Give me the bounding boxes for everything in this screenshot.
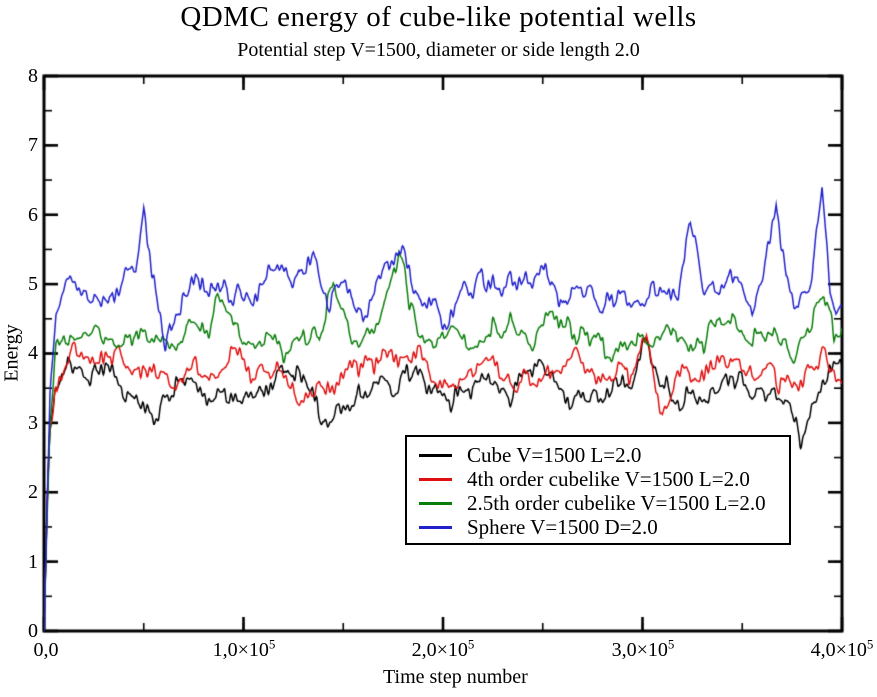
legend-item-4th-order-cubelike: 4th order cubelike V=1500 L=2.0 xyxy=(407,467,789,491)
y-tick-label-3: 3 xyxy=(28,412,38,434)
legend-label-sphere: Sphere V=1500 D=2.0 xyxy=(467,515,658,539)
y-tick-label-6: 6 xyxy=(28,204,38,226)
y-tick-label-1: 1 xyxy=(28,551,38,573)
legend-label-4th-order-cubelike: 4th order cubelike V=1500 L=2.0 xyxy=(467,467,750,491)
y-tick-label-5: 5 xyxy=(28,273,38,295)
x-tick-base: 4,0×10 xyxy=(810,639,867,661)
x-tick-exponent: 5 xyxy=(866,636,874,652)
x-axis-label: Time step number xyxy=(383,666,528,688)
legend-item-cube: Cube V=1500 L=2.0 xyxy=(407,443,789,467)
x-tick-label-4: 4,0×105 xyxy=(777,636,877,661)
legend: Cube V=1500 L=2.0 4th order cubelike V=1… xyxy=(405,435,791,545)
chart-subtitle: Potential step V=1500, diameter or side … xyxy=(237,39,640,61)
legend-line-sample-sphere xyxy=(419,525,452,529)
legend-item-2-5th-order-cubelike: 2.5th order cubelike V=1500 L=2.0 xyxy=(407,491,789,515)
legend-item-sphere: Sphere V=1500 D=2.0 xyxy=(407,515,789,539)
x-tick-base: 2,0×10 xyxy=(411,639,468,661)
y-tick-label-4: 4 xyxy=(28,342,38,364)
x-tick-label-2: 2,0×105 xyxy=(378,636,508,661)
legend-line-sample-cube xyxy=(419,453,452,457)
legend-label-cube: Cube V=1500 L=2.0 xyxy=(467,443,642,467)
y-tick-label-8: 8 xyxy=(28,65,38,87)
x-tick-exponent: 5 xyxy=(467,636,475,652)
x-tick-label-3: 3,0×105 xyxy=(578,636,708,661)
y-tick-label-7: 7 xyxy=(28,134,38,156)
x-tick-base: 3,0×10 xyxy=(611,639,668,661)
chart-title: QDMC energy of cube-like potential wells xyxy=(180,1,697,33)
x-tick-base: 0,0 xyxy=(33,639,59,661)
legend-line-sample-2-5th-order-cubelike xyxy=(419,501,452,505)
x-tick-label-0: 0,0 xyxy=(0,639,111,661)
x-tick-exponent: 5 xyxy=(268,636,276,652)
y-tick-label-2: 2 xyxy=(28,481,38,503)
legend-label-2-5th-order-cubelike: 2.5th order cubelike V=1500 L=2.0 xyxy=(467,491,766,515)
y-tick-label-0: 0 xyxy=(28,620,38,642)
x-tick-base: 1,0×10 xyxy=(212,639,269,661)
legend-line-sample-4th-order-cubelike xyxy=(419,477,452,481)
x-tick-exponent: 5 xyxy=(667,636,675,652)
x-tick-label-1: 1,0×105 xyxy=(179,636,309,661)
